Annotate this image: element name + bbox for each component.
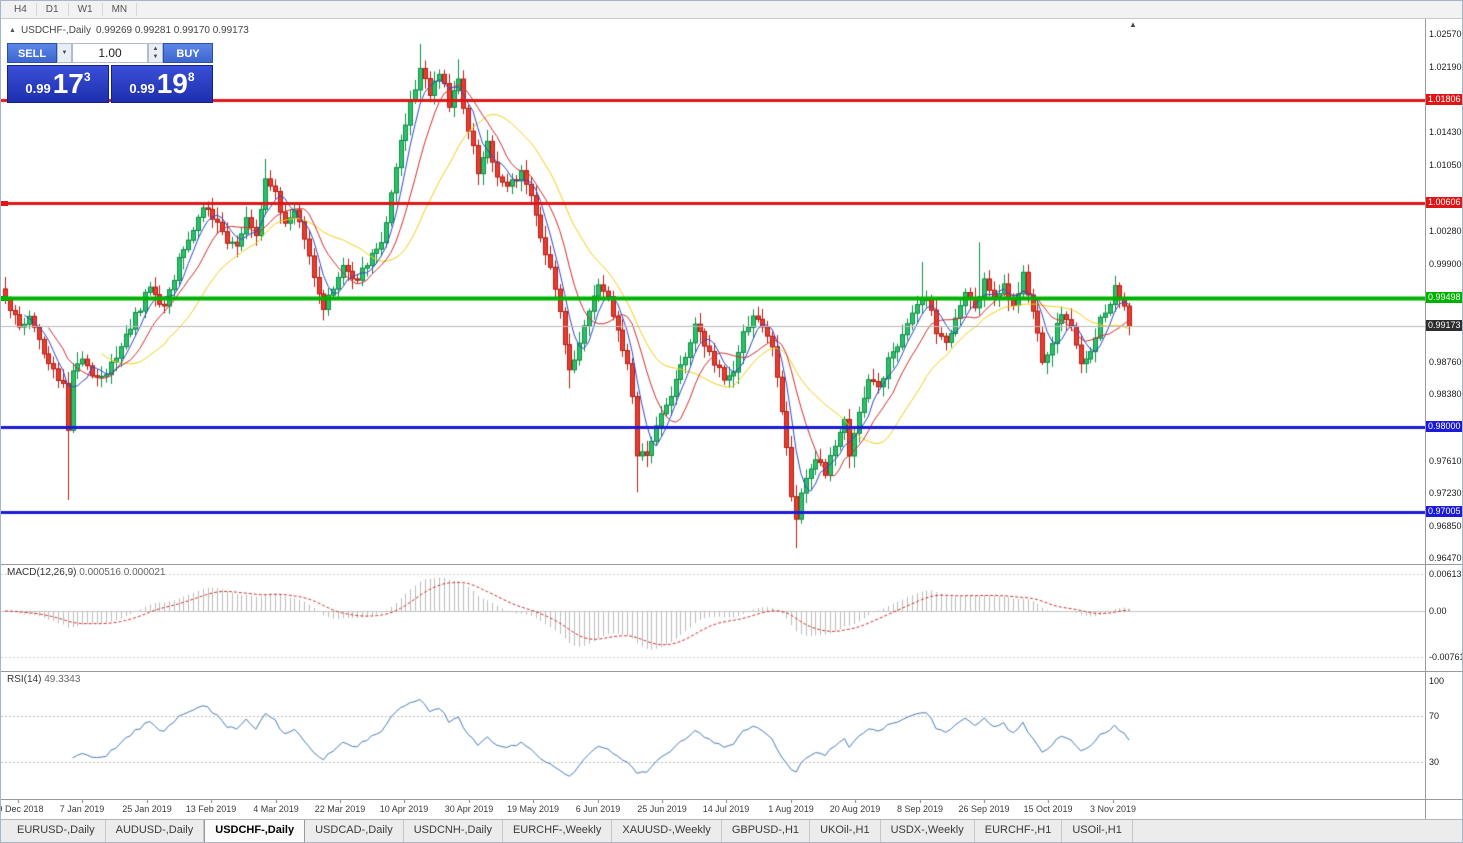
price-axis-separator xyxy=(1425,19,1426,821)
volume-input[interactable] xyxy=(72,43,148,63)
chart-tab-xauusd-weekly[interactable]: XAUUSD-,Weekly xyxy=(612,820,722,842)
spin-up-icon: ▲ xyxy=(152,46,159,52)
date-axis-label: 25 Jun 2019 xyxy=(637,804,687,814)
period-button-mn[interactable]: MN xyxy=(103,3,138,16)
rsi-value: 49.3343 xyxy=(44,674,81,685)
date-axis-label: 26 Sep 2019 xyxy=(958,804,1010,814)
period-button-w1[interactable]: W1 xyxy=(69,3,103,16)
buy-price-big: 19 xyxy=(156,68,188,99)
date-axis-label: 7 Jan 2019 xyxy=(59,804,105,814)
date-axis-label: 25 Jan 2019 xyxy=(122,804,172,814)
chart-tab-eurchf-h1[interactable]: EURCHF-,H1 xyxy=(975,820,1063,842)
chart-tab-usoil-h1[interactable]: USOil-,H1 xyxy=(1062,820,1133,842)
price-axis-tick: 0.98380 xyxy=(1429,389,1462,399)
date-axis-label: 19 May 2019 xyxy=(506,804,560,814)
chart-tab-eurchf-weekly[interactable]: EURCHF-,Weekly xyxy=(503,820,613,842)
chart-tab-usdcad-daily[interactable]: USDCAD-,Daily xyxy=(305,820,404,842)
hline-price-label[interactable]: 0.98000 xyxy=(1426,421,1462,432)
sell-price-big: 17 xyxy=(52,68,84,99)
chart-tab-usdx-weekly[interactable]: USDX-,Weekly xyxy=(881,820,975,842)
chart-tab-gbpusd-h1[interactable]: GBPUSD-,H1 xyxy=(722,820,811,842)
sell-price-prefix: 0.99 xyxy=(25,81,51,96)
macd-header: MACD(12,26,9) 0.000516 0.000021 xyxy=(7,567,165,578)
spin-down-icon: ▼ xyxy=(152,54,159,60)
panel-separator[interactable] xyxy=(1,564,1462,565)
macd-title: MACD(12,26,9) xyxy=(7,567,77,578)
date-axis-label: 30 Apr 2019 xyxy=(444,804,494,814)
chart-tab-eurusd-daily[interactable]: EURUSD-,Daily xyxy=(7,820,106,842)
sell-price-sup: 3 xyxy=(83,70,91,84)
volume-decrease-button[interactable]: ▼ xyxy=(57,43,72,63)
period-button-d1[interactable]: D1 xyxy=(37,3,69,16)
price-axis-tick: 0.96470 xyxy=(1429,553,1462,563)
date-axis-label: 3 Nov 2019 xyxy=(1089,804,1137,814)
rsi-axis-label: 70 xyxy=(1429,711,1440,721)
price-axis-tick: 1.00280 xyxy=(1429,226,1462,236)
date-axis-label: 15 Oct 2019 xyxy=(1023,804,1073,814)
price-axis-tick: 0.97610 xyxy=(1429,456,1462,466)
macd-values: 0.000516 0.000021 xyxy=(79,567,166,578)
chart-ohlc-values: 0.99269 0.99281 0.99170 0.99173 xyxy=(95,25,249,36)
hline-price-label[interactable]: 0.97005 xyxy=(1426,506,1462,517)
date-axis-label: 14 Jul 2019 xyxy=(702,804,750,814)
panel-separator[interactable] xyxy=(1,671,1462,672)
rsi-title: RSI(14) xyxy=(7,674,42,685)
rsi-header: RSI(14) 49.3343 xyxy=(7,674,80,685)
buy-button[interactable]: BUY xyxy=(163,43,213,63)
macd-axis-label: 0.00613 xyxy=(1429,569,1462,579)
chart-header: ▲ USDCHF-,Daily 0.99269 0.99281 0.99170 … xyxy=(9,25,249,36)
chart-symbol-period: USDCHF-,Daily xyxy=(20,25,91,36)
date-axis-label: 1 Aug 2019 xyxy=(768,804,814,814)
price-axis-tick: 1.02570 xyxy=(1429,29,1462,39)
current-price-label: 0.99173 xyxy=(1426,320,1462,331)
date-axis-label: 6 Jun 2019 xyxy=(575,804,621,814)
hline-handle[interactable] xyxy=(1,201,8,206)
date-axis-label: 8 Sep 2019 xyxy=(896,804,944,814)
date-axis-label: 19 Dec 2018 xyxy=(1,804,44,814)
macd-axis-label: 0.00 xyxy=(1429,606,1447,616)
hline-price-label[interactable]: 1.01806 xyxy=(1426,94,1462,105)
sell-price-display[interactable]: 0.99 17 3 xyxy=(7,65,109,103)
chart-tab-usdchf-daily[interactable]: USDCHF-,Daily xyxy=(204,820,306,842)
price-axis-tick: 1.01430 xyxy=(1429,127,1462,137)
hline-price-label[interactable]: 1.00606 xyxy=(1426,197,1462,208)
chart-tab-audusd-daily[interactable]: AUDUSD-,Daily xyxy=(106,820,205,842)
hline-price-label[interactable]: 0.99498 xyxy=(1426,292,1462,303)
buy-price-display[interactable]: 0.99 19 8 xyxy=(111,65,213,103)
price-axis-tick: 1.02190 xyxy=(1429,62,1462,72)
chart-tab-bar: EURUSD-,Daily AUDUSD-,Daily USDCHF-,Daily U… xyxy=(1,819,1462,842)
price-axis-tick: 0.97230 xyxy=(1429,488,1462,498)
chart-tab-usdcnh-daily[interactable]: USDCNH-,Daily xyxy=(404,820,503,842)
chart-shift-marker-icon[interactable]: ▲ xyxy=(1129,20,1137,29)
rsi-axis-label: 30 xyxy=(1429,757,1440,767)
period-button-h4[interactable]: H4 xyxy=(5,3,37,16)
one-click-trading-panel: SELL ▼ ▲ ▼ BUY 0.99 17 3 0.99 19 8 xyxy=(7,43,215,103)
price-axis-tick: 0.98760 xyxy=(1429,357,1462,367)
macd-axis-label: -0.00761 xyxy=(1429,652,1463,662)
buy-price-prefix: 0.99 xyxy=(129,81,155,96)
date-axis-label: 10 Apr 2019 xyxy=(379,804,429,814)
date-axis-separator xyxy=(1,799,1462,800)
price-axis-tick: 0.99900 xyxy=(1429,259,1462,269)
trade-price-row: 0.99 17 3 0.99 19 8 xyxy=(7,65,215,103)
buy-price-sup: 8 xyxy=(187,70,195,84)
chart-tab-ukoil-h1[interactable]: UKOil-,H1 xyxy=(810,820,881,842)
date-axis-label: 20 Aug 2019 xyxy=(829,804,881,814)
sell-button[interactable]: SELL xyxy=(7,43,57,63)
price-axis-tick: 0.96850 xyxy=(1429,521,1462,531)
trade-controls-row: SELL ▼ ▲ ▼ BUY xyxy=(7,43,215,63)
rsi-axis-label: 100 xyxy=(1429,676,1445,686)
volume-stepper[interactable]: ▲ ▼ xyxy=(148,43,163,63)
chart-canvas[interactable] xyxy=(1,1,1425,842)
period-toolbar: H4 D1 W1 MN xyxy=(1,1,1462,19)
one-click-toggle-icon[interactable]: ▲ xyxy=(9,27,16,34)
spin-down-icon: ▼ xyxy=(61,50,68,56)
hline-handle[interactable] xyxy=(1,296,8,301)
date-axis-label: 13 Feb 2019 xyxy=(185,804,237,814)
price-axis-tick: 1.01050 xyxy=(1429,160,1462,170)
date-axis-label: 4 Mar 2019 xyxy=(253,804,299,814)
date-axis-label: 22 Mar 2019 xyxy=(314,804,366,814)
